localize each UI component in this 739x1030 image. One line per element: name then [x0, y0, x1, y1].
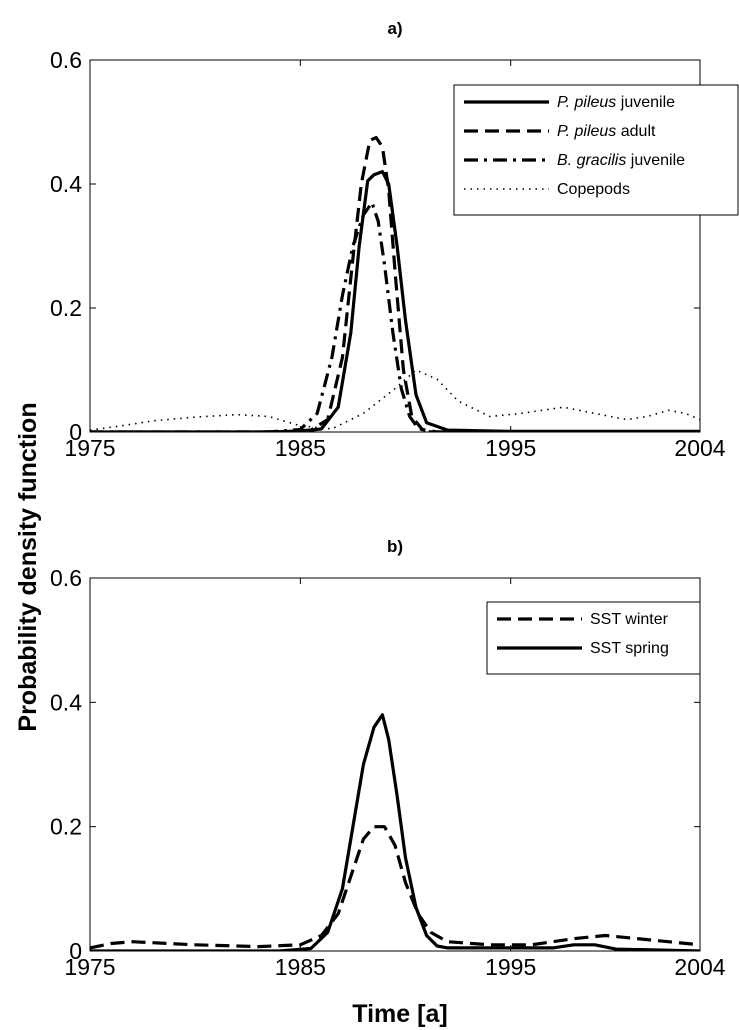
series-group [90, 713, 700, 951]
series-line-1 [90, 825, 700, 950]
legend-label: B. gracilis juvenile [557, 152, 685, 169]
series-line-2 [90, 135, 700, 432]
legend-label: P. pileus juvenile [557, 94, 675, 111]
y-tick-label: 0 [69, 938, 82, 964]
y-tick-label: 0.4 [50, 171, 82, 197]
x-tick-label: 1975 [64, 435, 115, 461]
legend-label: Copepods [557, 181, 630, 198]
y-axis-label: Probability density function [14, 402, 42, 731]
y-tick-label: 0.4 [50, 689, 82, 715]
x-tick-label: 1985 [275, 435, 326, 461]
panel-title: b) [387, 537, 403, 556]
x-tick-label: 2004 [674, 435, 725, 461]
legend: SST winter SST spring [486, 601, 701, 675]
legend-box [453, 84, 739, 216]
legend-label: SST winter [590, 611, 669, 628]
series-line-3 [90, 201, 700, 432]
x-tick-label: 1995 [485, 954, 536, 980]
y-tick-label: 0.6 [50, 47, 82, 73]
series-line-4 [90, 369, 700, 431]
y-tick-label: 0.2 [50, 814, 82, 840]
series-line-2 [90, 713, 700, 951]
x-tick-label: 1985 [275, 954, 326, 980]
legend-label: SST spring [590, 640, 669, 657]
x-tick-label: 1995 [485, 435, 536, 461]
y-tick-label: 0 [69, 419, 82, 445]
legend-label: P. pileus adult [557, 123, 656, 140]
legend: P. pileus juvenile P. pileus adult B. grac… [453, 84, 739, 216]
x-axis-label: Time [a] [352, 1000, 447, 1028]
legend-box [486, 601, 701, 675]
y-tick-label: 0.2 [50, 295, 82, 321]
axes-frame [89, 59, 701, 433]
x-tick-label: 1975 [64, 954, 115, 980]
x-tick-label: 2004 [674, 954, 725, 980]
panel-title: a) [387, 19, 402, 38]
panel-a: a) 1975 1985 1995 2004 0 0.2 0.4 0.6 P. pileus ju… [50, 19, 739, 461]
y-tick-label: 0.6 [50, 565, 82, 591]
axes-frame [89, 577, 701, 952]
